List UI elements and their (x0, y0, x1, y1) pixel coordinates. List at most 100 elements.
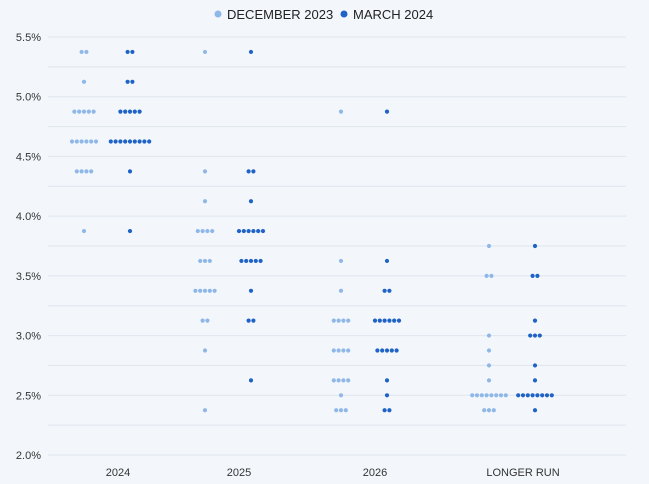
dot-december-2023 (336, 378, 341, 383)
dot-march-2024 (248, 288, 254, 293)
dot-march-2024 (137, 139, 142, 144)
dot-december-2023 (491, 408, 496, 413)
dot-december-2023 (341, 318, 346, 323)
gridlines (48, 36, 626, 456)
dot-december-2023 (89, 139, 94, 144)
dot-march-2024 (525, 393, 530, 398)
dot-december-2023 (198, 288, 203, 293)
dot-december-2023 (79, 139, 84, 144)
dot-march-2024 (256, 228, 261, 234)
dot-march-2024 (125, 79, 130, 84)
dot-march-2024 (389, 348, 394, 353)
dot-march-2024 (532, 378, 538, 383)
dot-december-2023 (489, 393, 494, 398)
dot-march-2024 (251, 318, 256, 323)
dot-december-2023 (202, 169, 208, 174)
dot-march-2024 (246, 228, 251, 234)
dot-march-2024 (384, 348, 390, 353)
dot-december-2023 (205, 228, 210, 234)
dot-december-2023 (336, 348, 341, 353)
dot-march-2024 (130, 49, 135, 55)
dot-december-2023 (81, 109, 87, 114)
dot-march-2024 (384, 109, 390, 114)
x-axis-ticks: 2024 2025 2026 LONGER RUN (106, 467, 560, 479)
dot-december-2023 (91, 109, 96, 114)
dot-december-2023 (210, 228, 215, 234)
legend-label-december-2023: DECEMBER 2023 (227, 7, 333, 22)
dot-december-2023 (200, 318, 205, 323)
dot-march-2024 (532, 333, 538, 338)
dot-march-2024 (125, 49, 130, 55)
dot-march-2024 (127, 139, 133, 144)
dot-march-2024 (532, 363, 538, 368)
dot-december-2023 (331, 318, 336, 323)
y-axis-ticks: 2.0% 2.5% 3.0% 3.5% 4.0% 4.5% 5.0% 5.5% (16, 32, 41, 462)
dot-march-2024 (236, 228, 242, 234)
dot-december-2023 (202, 49, 208, 55)
dot-march-2024 (530, 273, 535, 278)
dot-march-2024 (244, 258, 249, 264)
dot-march-2024 (382, 318, 387, 323)
dot-march-2024 (118, 139, 123, 144)
dot-december-2023 (81, 79, 87, 84)
dot-march-2024 (132, 139, 137, 144)
dot-march-2024 (248, 258, 254, 264)
dot-march-2024 (516, 393, 521, 398)
dot-march-2024 (130, 79, 135, 84)
dot-december-2023 (193, 288, 198, 293)
dot-december-2023 (202, 348, 208, 353)
dot-december-2023 (338, 408, 344, 413)
y-tick-label: 5.5% (16, 32, 41, 44)
dot-december-2023 (86, 109, 91, 114)
dot-december-2023 (207, 288, 212, 293)
y-tick-label: 4.0% (16, 211, 41, 223)
dot-december-2023 (486, 378, 492, 383)
dot-december-2023 (346, 318, 351, 323)
x-tick-label: 2026 (363, 467, 387, 479)
dot-march-2024 (535, 393, 540, 398)
dot-december-2023 (486, 408, 492, 413)
dot-march-2024 (520, 393, 526, 398)
dot-december-2023 (198, 258, 203, 264)
dot-march-2024 (387, 318, 392, 323)
dot-december-2023 (486, 243, 492, 249)
x-tick-label: 2025 (227, 467, 251, 479)
dot-march-2024 (258, 258, 263, 264)
dot-december-2023 (77, 109, 82, 114)
dot-march-2024 (241, 228, 246, 234)
legend-label-march-2024: MARCH 2024 (353, 7, 433, 22)
dot-march-2024 (544, 393, 550, 398)
dot-march-2024 (137, 109, 142, 114)
dot-march-2024 (384, 393, 390, 398)
dot-december-2023 (79, 169, 84, 174)
dot-december-2023 (202, 258, 208, 264)
dot-december-2023 (346, 378, 351, 383)
dot-december-2023 (470, 393, 475, 398)
dot-march-2024 (387, 408, 392, 413)
dot-march-2024 (123, 109, 128, 114)
legend-marker-march-2024 (340, 10, 348, 18)
dot-december-2023 (212, 288, 217, 293)
dot-march-2024 (118, 109, 123, 114)
dot-march-2024 (382, 288, 387, 293)
dot-march-2024 (132, 109, 137, 114)
dot-december-2023 (484, 273, 489, 278)
dot-march-2024 (535, 273, 540, 278)
dot-march-2024 (382, 408, 387, 413)
x-tick-label: LONGER RUN (486, 467, 559, 479)
dot-december-2023 (341, 348, 346, 353)
dot-december-2023 (503, 393, 508, 398)
dots (69, 49, 554, 413)
dot-march-2024 (394, 348, 399, 353)
dot-march-2024 (113, 139, 118, 144)
dot-december-2023 (74, 169, 79, 174)
dot-march-2024 (530, 393, 535, 398)
dot-december-2023 (489, 273, 494, 278)
dot-march-2024 (246, 318, 251, 323)
dot-march-2024 (540, 393, 545, 398)
dot-march-2024 (549, 393, 554, 398)
dot-march-2024 (528, 333, 533, 338)
dot-march-2024 (392, 318, 397, 323)
dot-december-2023 (474, 393, 480, 398)
dot-march-2024 (246, 169, 251, 174)
